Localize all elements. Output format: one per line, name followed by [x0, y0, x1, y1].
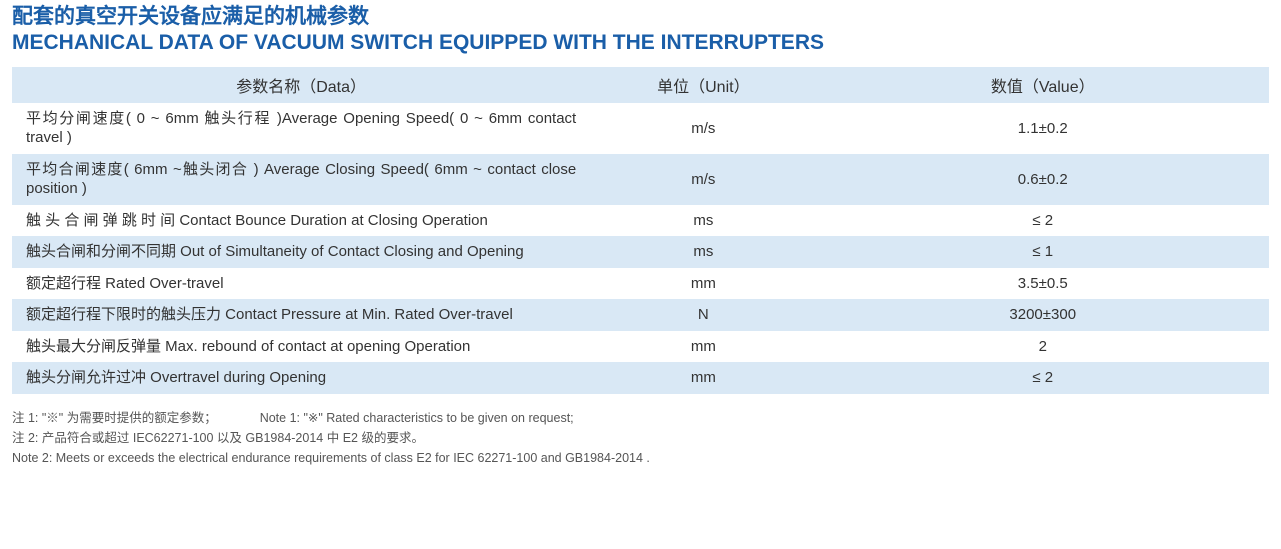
cell-param: 触头合闸和分闸不同期 Out of Simultaneity of Contac… [12, 236, 590, 268]
table-row: 触 头 合 闸 弹 跳 时 间 Contact Bounce Duration … [12, 205, 1269, 237]
note-1-en: Note 1: "※" Rated characteristics to be … [260, 411, 574, 425]
cell-param: 平均分闸速度( 0 ~ 6mm 触头行程 )Average Opening Sp… [12, 103, 590, 154]
cell-param: 触头最大分闸反弹量 Max. rebound of contact at ope… [12, 331, 590, 363]
notes-block: 注 1: "※" 为需要时提供的额定参数； Note 1: "※" Rated … [12, 408, 1269, 468]
cell-param: 触 头 合 闸 弹 跳 时 间 Contact Bounce Duration … [12, 205, 590, 237]
table-row: 平均分闸速度( 0 ~ 6mm 触头行程 )Average Opening Sp… [12, 103, 1269, 154]
cell-value: 3200±300 [816, 299, 1269, 331]
cell-unit: m/s [590, 103, 816, 154]
table-row: 平均合闸速度( 6mm ~触头闭合 ) Average Closing Spee… [12, 154, 1269, 205]
table-row: 触头合闸和分闸不同期 Out of Simultaneity of Contac… [12, 236, 1269, 268]
cell-unit: N [590, 299, 816, 331]
cell-unit: mm [590, 268, 816, 300]
table-row: 额定超行程下限时的触头压力 Contact Pressure at Min. R… [12, 299, 1269, 331]
table-header-row: 参数名称（Data） 单位（Unit） 数值（Value） [12, 67, 1269, 103]
cell-unit: ms [590, 205, 816, 237]
col-header-data: 参数名称（Data） [12, 67, 590, 103]
cell-value: ≤ 2 [816, 362, 1269, 394]
table-row: 额定超行程 Rated Over-travel mm 3.5±0.5 [12, 268, 1269, 300]
cell-unit: m/s [590, 154, 816, 205]
cell-param: 触头分闸允许过冲 Overtravel during Opening [12, 362, 590, 394]
cell-unit: ms [590, 236, 816, 268]
table-row: 触头最大分闸反弹量 Max. rebound of contact at ope… [12, 331, 1269, 363]
col-header-value: 数值（Value） [816, 67, 1269, 103]
cell-value: 3.5±0.5 [816, 268, 1269, 300]
cell-unit: mm [590, 362, 816, 394]
title-chinese: 配套的真空开关设备应满足的机械参数 [12, 4, 1269, 30]
mechanical-data-table: 参数名称（Data） 单位（Unit） 数值（Value） 平均分闸速度( 0 … [12, 67, 1269, 394]
title-english: MECHANICAL DATA OF VACUUM SWITCH EQUIPPE… [12, 30, 1269, 56]
cell-unit: mm [590, 331, 816, 363]
table-row: 触头分闸允许过冲 Overtravel during Opening mm ≤ … [12, 362, 1269, 394]
note-2-cn: 注 2: 产品符合或超过 IEC62271-100 以及 GB1984-2014… [12, 428, 1269, 448]
cell-param: 额定超行程下限时的触头压力 Contact Pressure at Min. R… [12, 299, 590, 331]
cell-value: 1.1±0.2 [816, 103, 1269, 154]
cell-value: 0.6±0.2 [816, 154, 1269, 205]
cell-value: ≤ 2 [816, 205, 1269, 237]
note-2-en: Note 2: Meets or exceeds the electrical … [12, 448, 1269, 468]
cell-param: 平均合闸速度( 6mm ~触头闭合 ) Average Closing Spee… [12, 154, 590, 205]
cell-value: 2 [816, 331, 1269, 363]
col-header-unit: 单位（Unit） [590, 67, 816, 103]
note-1-cn: 注 1: "※" 为需要时提供的额定参数； [12, 411, 217, 425]
cell-param: 额定超行程 Rated Over-travel [12, 268, 590, 300]
cell-value: ≤ 1 [816, 236, 1269, 268]
